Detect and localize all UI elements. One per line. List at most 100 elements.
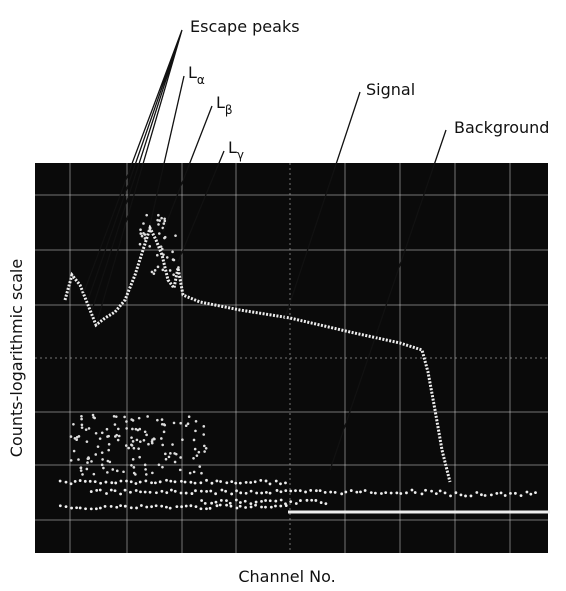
dot: [268, 491, 272, 495]
dot: [129, 490, 132, 494]
signal-arrow: [284, 91, 361, 319]
dot: [219, 480, 223, 483]
dot: [117, 434, 121, 438]
dot: [420, 492, 424, 496]
dot: [89, 507, 93, 511]
dot: [145, 433, 148, 437]
dot: [203, 444, 206, 448]
dot: [127, 446, 130, 450]
dot: [274, 504, 277, 508]
dot: [294, 502, 298, 505]
dot: [203, 450, 206, 453]
dot: [443, 491, 447, 495]
dot: [202, 433, 206, 436]
dot: [78, 506, 82, 510]
dot: [130, 436, 133, 439]
dot: [79, 469, 83, 472]
dot: [170, 488, 173, 492]
dot: [93, 480, 97, 484]
dot: [503, 494, 507, 497]
background-label: Background: [454, 118, 549, 137]
dot: [230, 480, 234, 484]
dot: [198, 465, 202, 468]
dot: [405, 491, 408, 495]
background-arrow: [329, 129, 447, 471]
dot: [129, 480, 133, 484]
dot: [150, 505, 153, 509]
dot: [148, 490, 152, 494]
dot: [158, 232, 161, 235]
dot: [157, 463, 161, 467]
dot: [380, 492, 383, 495]
dot: [115, 469, 119, 473]
dot: [359, 490, 362, 494]
dot: [69, 482, 73, 486]
dot: [180, 479, 183, 483]
scatter-dots: [58, 213, 537, 511]
dot: [87, 427, 91, 430]
dot: [194, 489, 197, 493]
dot: [143, 233, 147, 236]
dot: [173, 460, 177, 464]
dot: [112, 414, 116, 418]
dot: [169, 479, 173, 483]
dot: [145, 473, 148, 476]
dot: [389, 491, 393, 495]
dot: [73, 437, 77, 440]
dot: [275, 489, 279, 492]
dot: [122, 470, 125, 474]
dot: [113, 423, 117, 426]
dot: [123, 415, 126, 419]
dot: [146, 415, 149, 418]
l-beta-label: Lβ: [216, 93, 233, 117]
dot: [165, 491, 169, 495]
dot: [410, 488, 414, 492]
dot: [160, 489, 164, 493]
dot: [157, 223, 160, 226]
dot: [192, 457, 195, 460]
dot: [174, 234, 177, 237]
dot: [137, 447, 140, 450]
dot: [513, 491, 517, 495]
l-alpha-arrow: [149, 75, 185, 226]
dot: [124, 444, 128, 447]
dot: [94, 453, 98, 456]
dot: [69, 459, 73, 462]
dot: [395, 491, 399, 495]
dot: [319, 501, 323, 504]
dot: [165, 256, 169, 259]
dot: [58, 504, 62, 508]
dot: [284, 489, 288, 492]
dot: [194, 429, 197, 433]
dot: [160, 504, 164, 508]
dot: [384, 491, 388, 495]
dot: [80, 414, 83, 418]
dot: [115, 505, 119, 509]
dot: [186, 422, 190, 426]
dot: [239, 501, 242, 504]
dot: [184, 504, 188, 508]
x-axis-label: Channel No.: [238, 567, 335, 586]
dot: [344, 490, 348, 494]
dot: [210, 481, 214, 485]
dot: [119, 479, 123, 483]
dot: [100, 463, 104, 467]
dot: [144, 479, 148, 483]
dot: [84, 507, 87, 511]
dot: [349, 489, 353, 492]
dot: [64, 480, 68, 484]
dot: [137, 416, 141, 420]
dot: [78, 479, 82, 482]
l-gamma-label: Lγ: [228, 138, 244, 162]
dot: [107, 442, 111, 446]
dot: [194, 419, 198, 423]
dot: [172, 421, 176, 425]
dot: [169, 452, 172, 455]
dot: [75, 435, 79, 439]
dot: [314, 499, 318, 502]
dot: [171, 443, 174, 446]
dot: [156, 418, 159, 422]
dot: [162, 222, 166, 225]
dot: [234, 498, 238, 502]
dot: [187, 415, 191, 419]
